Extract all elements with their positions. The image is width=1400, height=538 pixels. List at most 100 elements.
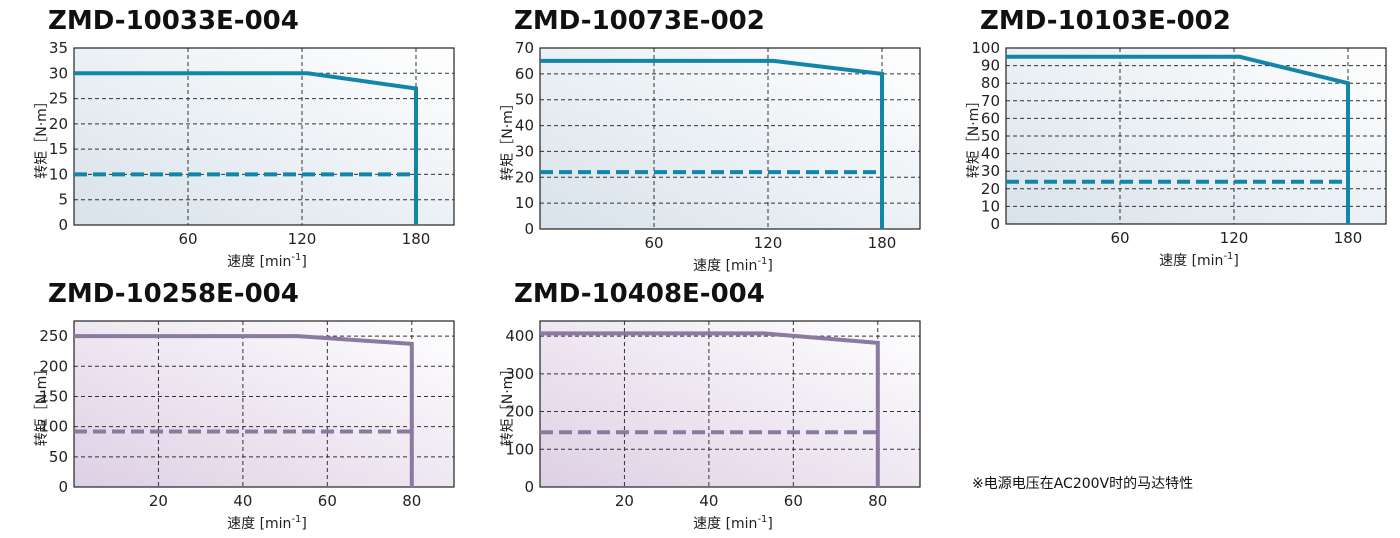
- y-tick-label: 70: [981, 92, 1000, 110]
- x-tick-label: 20: [615, 492, 634, 510]
- y-tick-label: 100: [505, 440, 534, 458]
- y-tick-label: 300: [505, 365, 534, 383]
- x-tick-label: 60: [784, 492, 803, 510]
- chart-title: ZMD-10103E-002: [980, 6, 1231, 36]
- y-tick-label: 60: [515, 65, 534, 83]
- y-tick-label: 0: [58, 216, 68, 234]
- y-tick-label: 200: [39, 357, 68, 375]
- x-axis-unit: [min: [260, 254, 292, 270]
- x-axis-unit-superscript: -1: [291, 514, 301, 525]
- y-axis-label: 转矩［N·m］: [500, 362, 516, 447]
- torque-chart: 0 100 200 300 400 20 40 60 80 转矩［N·m］ 速度 [min-1]: [500, 320, 921, 532]
- chart-panel-4: ZMD-10258E-004 0 50 100 150 200 250 20 40 60 80 转矩…: [34, 279, 468, 538]
- chart-panel-5: ZMD-10408E-004 0 100 200 300 400 20 40 60 80 转矩［N…: [500, 279, 934, 538]
- x-axis-unit: [min: [260, 516, 292, 532]
- x-tick-label: 40: [233, 492, 252, 510]
- x-tick-label: 120: [754, 234, 783, 252]
- y-tick-label: 0: [524, 220, 534, 238]
- y-tick-label: 80: [981, 74, 1000, 92]
- y-tick-label: 60: [981, 109, 1000, 127]
- y-tick-label: 250: [39, 327, 68, 345]
- y-axis-label: 转矩［N·m］: [500, 96, 516, 181]
- x-axis-label: 速度 [min-1]: [227, 514, 307, 532]
- plot-frame: [539, 320, 921, 488]
- peak-torque-line: [540, 331, 880, 487]
- plot-background: [540, 48, 920, 229]
- x-axis-unit-superscript: -1: [291, 252, 301, 263]
- y-axis-label: 转矩［N·m］: [34, 94, 50, 179]
- y-tick-label: 5: [58, 191, 68, 209]
- x-axis-unit-close: ]: [1233, 253, 1238, 269]
- y-tick-label: 0: [58, 478, 68, 496]
- y-tick-label: 10: [49, 165, 68, 183]
- x-axis-unit-close: ]: [767, 516, 772, 532]
- chart-title: ZMD-10033E-004: [48, 6, 299, 36]
- chart-title: ZMD-10258E-004: [48, 279, 299, 309]
- y-tick-label: 50: [981, 127, 1000, 145]
- x-axis-label-name: 速度: [693, 258, 725, 274]
- power-supply-note: ※电源电压在AC200V时的马达特性: [972, 476, 1194, 492]
- y-tick-label: 15: [49, 140, 68, 158]
- plot-background: [74, 48, 454, 225]
- y-tick-label: 40: [515, 117, 534, 135]
- y-tick-label: 200: [505, 403, 534, 421]
- x-tick-label: 60: [318, 492, 337, 510]
- plot-frame: [73, 47, 455, 226]
- plot-frame: [539, 47, 921, 230]
- chart-title: ZMD-10073E-002: [514, 6, 765, 36]
- y-tick-label: 30: [981, 162, 1000, 180]
- y-axis-label: 转矩［N·m］: [966, 94, 982, 179]
- chart-panel-1: ZMD-10033E-004 0 5 10 15 20 25 30 35 60 120 180 转矩［…: [34, 6, 468, 272]
- x-axis-label-name: 速度: [227, 254, 259, 270]
- peak-torque-line: [74, 334, 414, 487]
- chart-panel-2: ZMD-10073E-002 0 10 20 30 40 50 60 70 60 120 180 转矩…: [500, 6, 934, 274]
- y-tick-label: 100: [39, 418, 68, 436]
- chart-title: ZMD-10408E-004: [514, 279, 765, 309]
- torque-chart: 0 10 20 30 40 50 60 70 60 120 180 转矩［N·m］ 速度 [min-1]: [500, 39, 921, 274]
- torque-chart: 0 5 10 15 20 25 30 35 60 120 180 转矩［N·m］ 速度 [min-1]: [34, 39, 455, 270]
- y-tick-label: 20: [515, 168, 534, 186]
- x-axis-unit-superscript: -1: [757, 514, 767, 525]
- torque-chart: 0 50 100 150 200 250 20 40 60 80 转矩［N·m］ 速度 [min-1]: [34, 320, 455, 532]
- y-tick-label: 30: [49, 64, 68, 82]
- x-tick-label: 60: [1110, 229, 1129, 247]
- y-tick-label: 100: [971, 39, 1000, 57]
- y-axis-label: 转矩［N·m］: [34, 362, 50, 447]
- peak-torque-line: [540, 58, 884, 229]
- x-tick-label: 80: [402, 492, 421, 510]
- x-tick-label: 180: [402, 230, 431, 248]
- y-tick-label: 70: [515, 39, 534, 57]
- y-tick-label: 10: [981, 197, 1000, 215]
- x-axis-unit-close: ]: [301, 254, 306, 270]
- x-axis-label: 速度 [min-1]: [693, 514, 773, 532]
- x-axis-unit: [min: [1192, 253, 1224, 269]
- x-axis-label: 速度 [min-1]: [227, 252, 307, 270]
- x-tick-label: 60: [178, 230, 197, 248]
- y-tick-label: 50: [49, 448, 68, 466]
- x-tick-label: 180: [1334, 229, 1363, 247]
- y-tick-label: 150: [39, 387, 68, 405]
- y-tick-label: 50: [515, 91, 534, 109]
- x-tick-label: 80: [868, 492, 887, 510]
- y-tick-label: 0: [990, 215, 1000, 233]
- y-tick-label: 35: [49, 39, 68, 57]
- y-tick-label: 20: [981, 180, 1000, 198]
- y-tick-label: 40: [981, 145, 1000, 163]
- x-tick-label: 120: [288, 230, 317, 248]
- peak-torque-line: [1006, 54, 1350, 224]
- x-axis-label: 速度 [min-1]: [1159, 251, 1239, 269]
- x-axis-label-name: 速度: [227, 516, 259, 532]
- y-tick-label: 30: [515, 142, 534, 160]
- x-axis-unit-close: ]: [767, 258, 772, 274]
- chart-panel-3: ZMD-10103E-002 0 10 20 30 40 50 60 70 80 90 100 60 1…: [966, 6, 1400, 272]
- plot-frame: [1005, 47, 1387, 225]
- y-tick-label: 400: [505, 327, 534, 345]
- x-axis-unit: [min: [726, 516, 758, 532]
- x-tick-label: 180: [868, 234, 897, 252]
- y-tick-label: 0: [524, 478, 534, 496]
- x-axis-label-name: 速度: [693, 516, 725, 532]
- x-axis-unit: [min: [726, 258, 758, 274]
- y-tick-label: 25: [49, 90, 68, 108]
- plot-frame: [73, 320, 455, 488]
